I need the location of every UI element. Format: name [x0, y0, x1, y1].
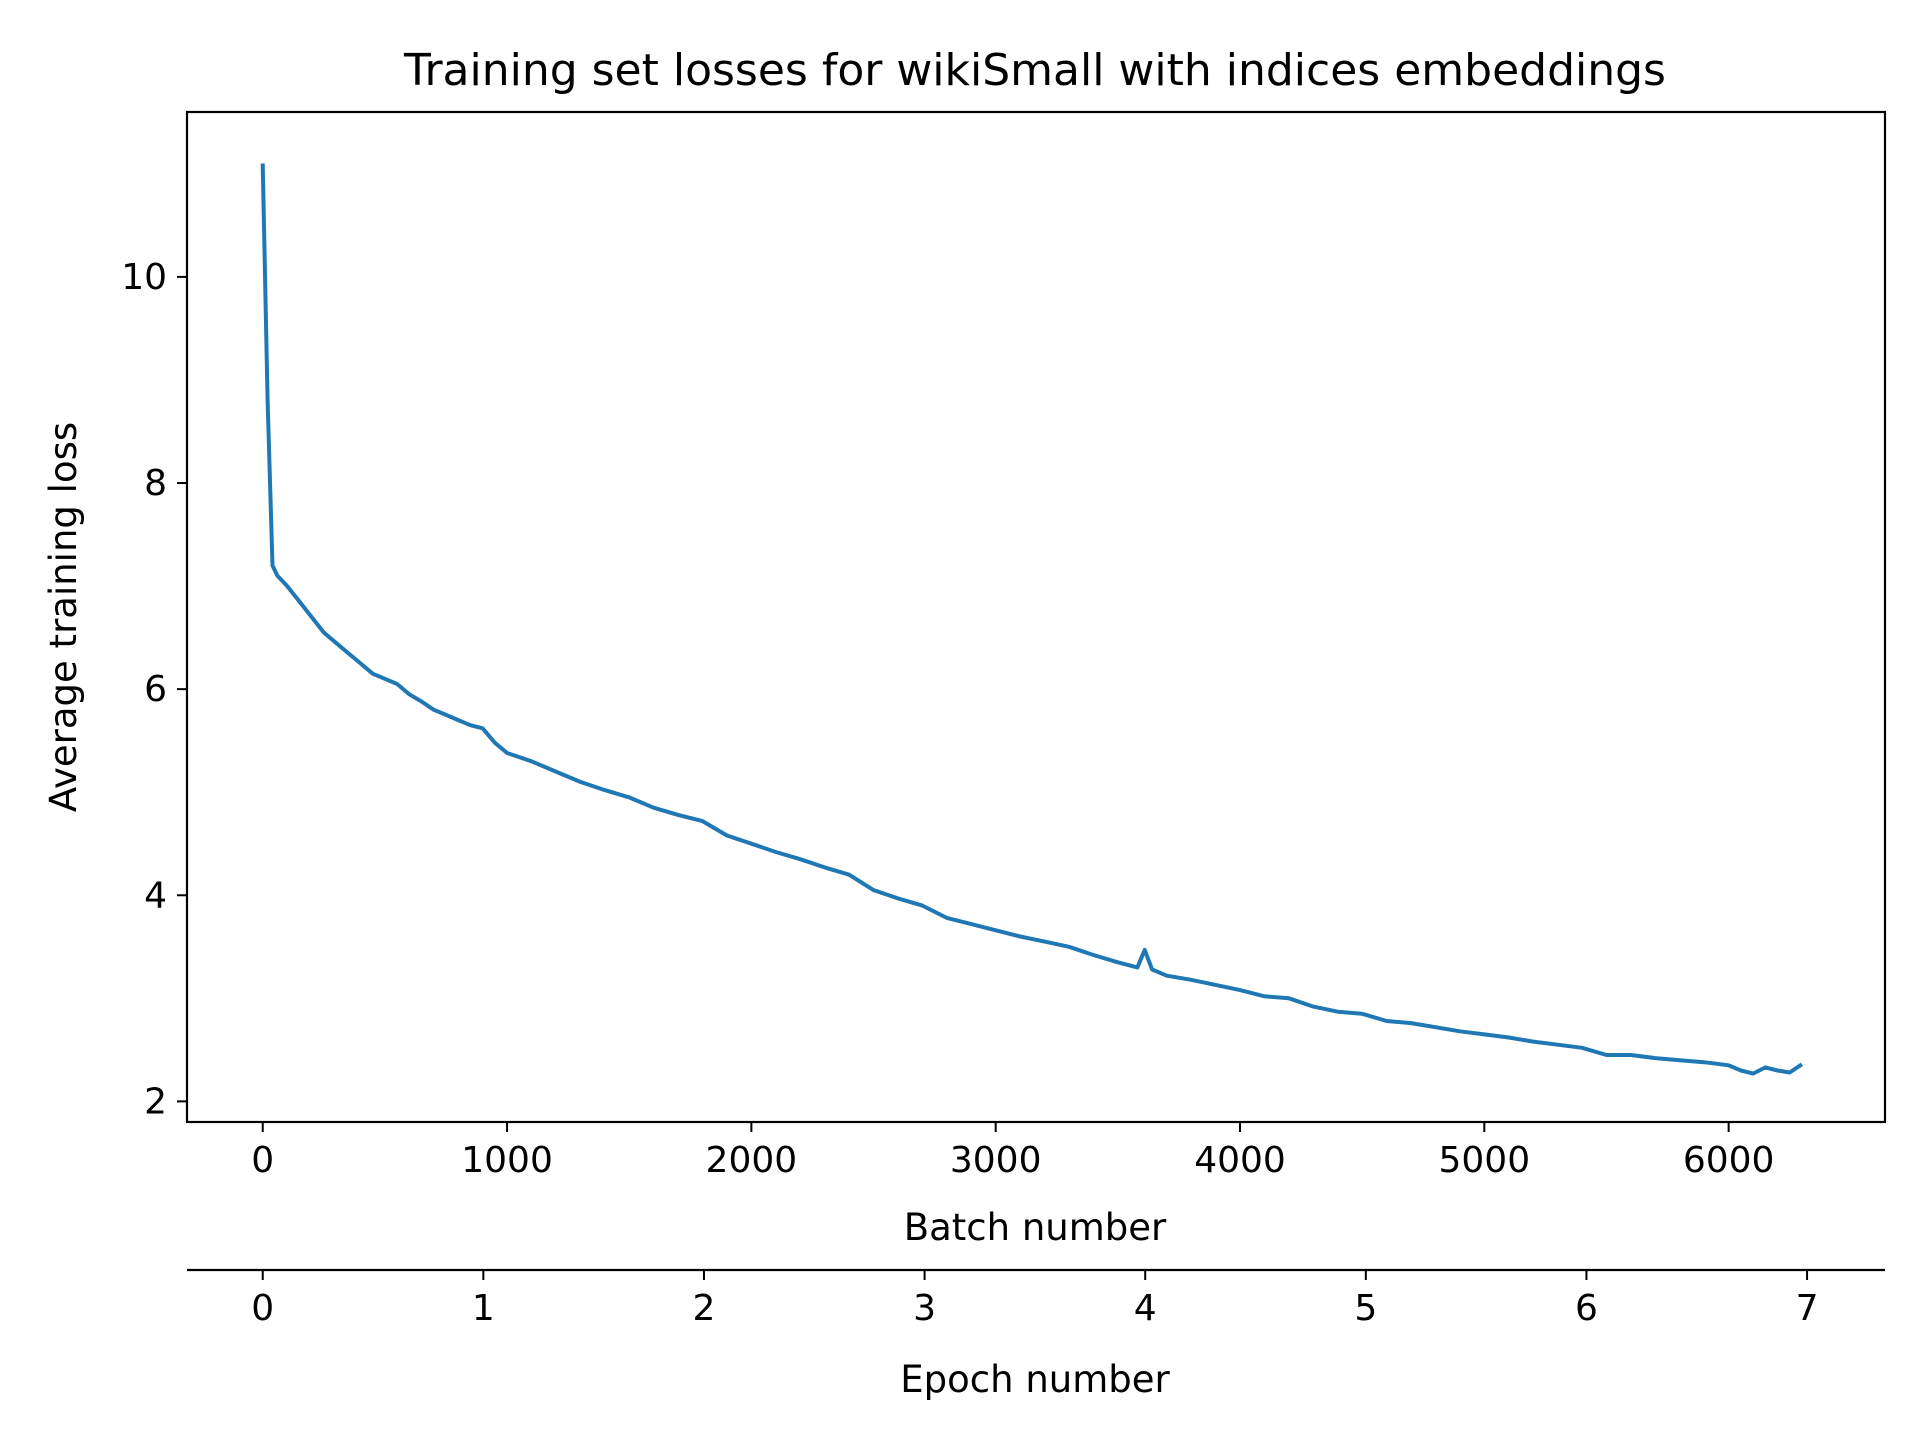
x-tick-label: 6000: [1683, 1140, 1775, 1181]
epoch-tick-label: 4: [1134, 1288, 1157, 1329]
epoch-axis-title: Epoch number: [900, 1358, 1170, 1401]
plot-area: [185, 110, 1887, 1124]
epoch-tick-label: 5: [1354, 1288, 1377, 1329]
y-tick-label: 4: [144, 875, 167, 916]
y-tick-label: 10: [121, 257, 167, 298]
epoch-tick-label: 3: [913, 1288, 936, 1329]
x-tick-label: 1000: [461, 1140, 553, 1181]
epoch-tick-label: 2: [693, 1288, 716, 1329]
y-tick-label: 8: [144, 463, 167, 504]
epoch-axis: 0 1 2 3 4 5 6 7: [187, 1268, 1885, 1329]
y-axis-title: Average training loss: [42, 422, 85, 812]
epoch-tick-label: 6: [1575, 1288, 1598, 1329]
plot-frame: [185, 110, 1887, 1124]
x-tick-label: 2000: [706, 1140, 798, 1181]
y-axis: 2 4 6 8 10: [121, 257, 187, 1122]
x-tick-label: 3000: [950, 1140, 1042, 1181]
epoch-tick-label: 7: [1796, 1288, 1819, 1329]
epoch-tick-label: 1: [472, 1288, 495, 1329]
y-tick-label: 6: [144, 669, 167, 710]
epoch-tick-label: 0: [251, 1288, 274, 1329]
y-tick-label: 2: [144, 1081, 167, 1122]
x-axis: 0 1000 2000 3000 4000 5000 6000: [251, 1122, 1774, 1181]
x-tick-label: 0: [251, 1140, 274, 1181]
chart-title: Training set losses for wikiSmall with i…: [403, 45, 1666, 96]
series-line-training-loss: [260, 163, 1804, 1076]
x-axis-title: Batch number: [904, 1206, 1167, 1249]
x-tick-label: 4000: [1194, 1140, 1286, 1181]
x-tick-label: 5000: [1439, 1140, 1531, 1181]
